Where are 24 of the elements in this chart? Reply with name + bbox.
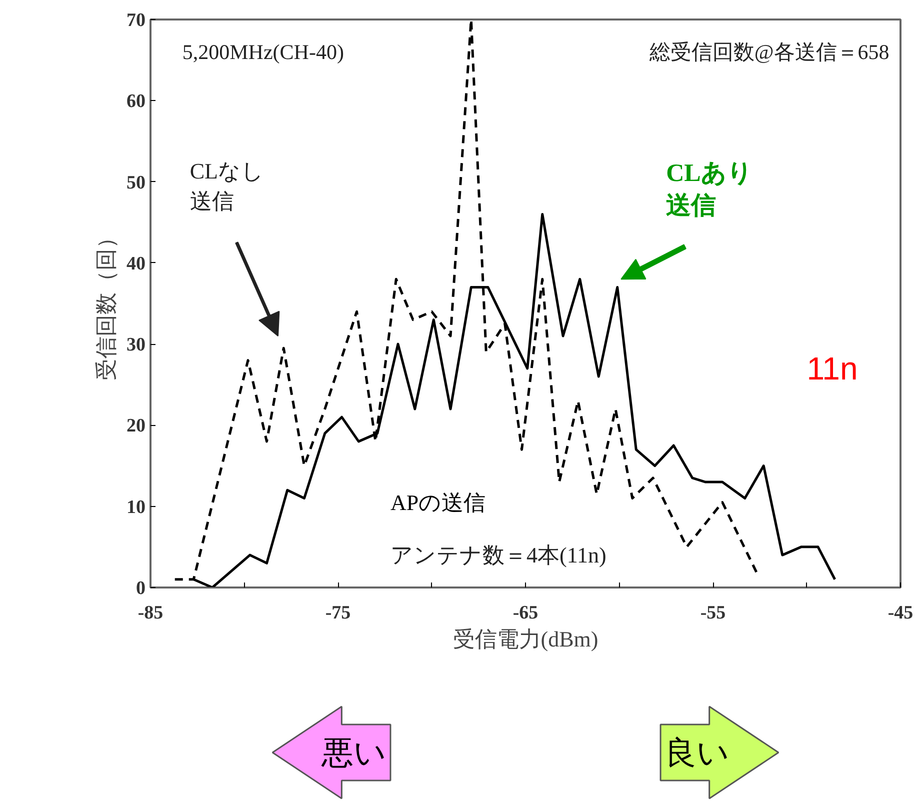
x-tick-label: -65 — [512, 602, 538, 624]
annotation: CLなし送信 — [190, 158, 264, 214]
y-tick-label: 10 — [126, 496, 146, 518]
annotation: 総受信回数@各送信＝658 — [648, 40, 890, 64]
annotation: 11n — [806, 350, 858, 386]
y-tick-label: 30 — [126, 334, 146, 356]
y-tick-label: 60 — [126, 91, 146, 112]
text: 良い — [664, 734, 730, 772]
annotation: 5,200MHz(CH-40) — [182, 40, 344, 64]
annotation: APの送信 — [390, 490, 486, 515]
y-axis-title: 受信回数（回） — [94, 226, 118, 380]
x-axis-title: 受信電力(dBm) — [452, 626, 598, 652]
x-tick-label: -55 — [700, 602, 726, 624]
y-tick-label: 40 — [126, 253, 146, 274]
y-tick-label: 50 — [126, 172, 146, 194]
x-tick-label: -85 — [138, 602, 164, 624]
x-tick-label: -75 — [325, 602, 351, 624]
annotation: CLあり送信 — [666, 160, 753, 220]
annotation: アンテナ数＝4本(11n) — [390, 542, 606, 568]
y-tick-label: 70 — [126, 10, 146, 31]
y-tick-label: 0 — [136, 578, 146, 599]
y-tick-label: 20 — [126, 416, 146, 437]
text: 悪い — [320, 734, 386, 772]
x-tick-label: -45 — [888, 602, 914, 624]
